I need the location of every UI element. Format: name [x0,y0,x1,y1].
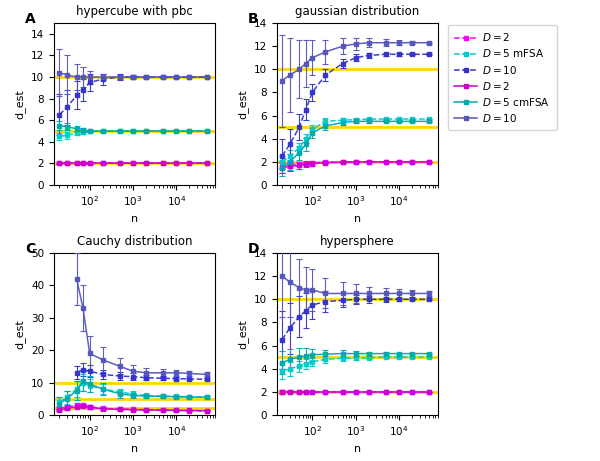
Legend: $D = 2$, $D = 5$ mFSA, $D = 10$, $D = 2$, $D = 5$ cmFSA, $D = 10$: $D = 2$, $D = 5$ mFSA, $D = 10$, $D = 2$… [448,25,557,130]
Title: gaussian distribution: gaussian distribution [295,5,419,18]
X-axis label: n: n [131,444,138,454]
Y-axis label: d_est: d_est [14,89,25,119]
Title: Cauchy distribution: Cauchy distribution [77,235,193,248]
Text: D: D [248,242,259,256]
Title: hypercube with pbc: hypercube with pbc [76,5,193,18]
Y-axis label: d_est: d_est [237,319,248,349]
X-axis label: n: n [131,214,138,224]
Y-axis label: d_est: d_est [14,319,26,349]
X-axis label: n: n [354,444,361,454]
Text: A: A [25,12,36,26]
Title: hypersphere: hypersphere [320,235,395,248]
Text: C: C [25,242,35,256]
X-axis label: n: n [354,214,361,224]
Text: B: B [248,12,258,26]
Y-axis label: d_est: d_est [237,89,248,119]
